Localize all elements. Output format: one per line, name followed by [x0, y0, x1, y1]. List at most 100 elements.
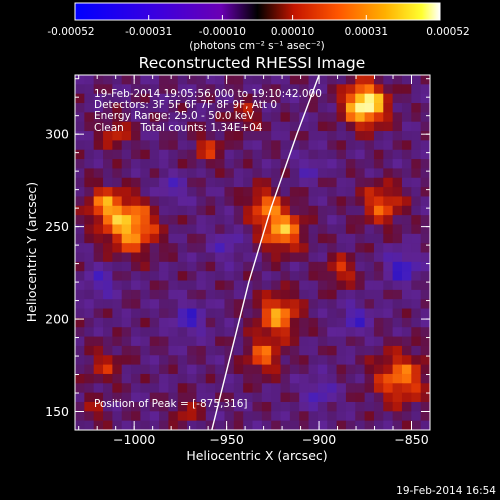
heatmap-cell	[187, 364, 197, 375]
heatmap-cell	[299, 149, 309, 160]
heatmap-cell	[149, 84, 160, 95]
heatmap-cell	[289, 84, 300, 95]
heatmap-cell	[364, 420, 375, 430]
heatmap-cell	[205, 187, 216, 197]
heatmap-cell	[252, 243, 263, 253]
heatmap-cell	[159, 420, 169, 430]
heatmap-cell	[373, 289, 384, 300]
heatmap-cell	[93, 336, 104, 347]
heatmap-cell	[205, 215, 216, 225]
heatmap-cell	[121, 168, 132, 179]
heatmap-cell	[233, 271, 244, 281]
heatmap-cell	[327, 224, 337, 235]
heatmap-cell	[411, 75, 422, 85]
heatmap-cell	[364, 308, 375, 319]
heatmap-cell	[121, 280, 132, 291]
heatmap-cell	[196, 345, 207, 356]
heatmap-cell	[215, 93, 225, 104]
heatmap-cell	[271, 140, 281, 151]
heatmap-cell	[261, 121, 272, 132]
heatmap-cell	[205, 345, 216, 356]
heatmap-cell	[308, 364, 319, 375]
heatmap-cell	[177, 373, 188, 384]
heatmap-cell	[289, 280, 300, 291]
heatmap-cell	[233, 112, 244, 123]
heatmap-cell	[308, 420, 319, 430]
heatmap-cell	[271, 75, 281, 85]
heatmap-cell	[168, 168, 179, 179]
heatmap-cell	[149, 383, 160, 394]
heatmap-cell	[420, 373, 430, 384]
heatmap-cell	[187, 280, 197, 291]
heatmap-cell	[103, 401, 113, 412]
heatmap-cell	[308, 317, 319, 328]
heatmap-cell	[308, 392, 319, 403]
heatmap-cell	[121, 187, 132, 197]
heatmap-cell	[224, 103, 235, 113]
heatmap-cell	[364, 112, 375, 123]
heatmap-cell	[103, 103, 113, 113]
heatmap-cell	[243, 224, 253, 235]
heatmap-cell	[411, 280, 422, 291]
heatmap-cell	[75, 233, 85, 244]
heatmap-cell	[159, 364, 169, 375]
heatmap-cell	[411, 345, 422, 356]
heatmap-cell	[252, 140, 263, 151]
colorbar-tick-label: 0.00031	[345, 26, 388, 38]
heatmap-cell	[103, 327, 113, 337]
heatmap-cell	[308, 355, 319, 365]
heatmap-cell	[112, 149, 123, 160]
heatmap-cell	[392, 299, 403, 309]
heatmap-cell	[159, 224, 169, 235]
heatmap-cell	[373, 187, 384, 197]
heatmap-cell	[215, 289, 225, 300]
heatmap-cell	[196, 336, 207, 347]
heatmap-cell	[355, 205, 365, 216]
heatmap-cell	[373, 140, 384, 151]
heatmap-cell	[392, 196, 403, 207]
heatmap-cell	[103, 233, 113, 244]
heatmap-cell	[401, 196, 412, 207]
heatmap-cell	[75, 243, 85, 253]
heatmap-cell	[224, 364, 235, 375]
heatmap-cell	[299, 233, 309, 244]
heatmap-cell	[336, 233, 347, 244]
heatmap-cell	[196, 261, 207, 272]
heatmap-cell	[168, 420, 179, 430]
heatmap-cell	[420, 131, 430, 141]
heatmap-cell	[75, 168, 85, 179]
heatmap-cell	[317, 215, 328, 225]
heatmap-cell	[121, 177, 132, 188]
heatmap-cell	[121, 336, 132, 347]
heatmap-cell	[112, 383, 123, 394]
heatmap-cell	[280, 280, 291, 291]
heatmap-cell	[401, 271, 412, 281]
heatmap-cell	[401, 401, 412, 412]
heatmap-cell	[336, 177, 347, 188]
heatmap-cell	[215, 84, 225, 95]
heatmap-cell	[308, 149, 319, 160]
heatmap-cell	[420, 327, 430, 337]
heatmap-cell	[401, 383, 412, 394]
heatmap-cell	[289, 112, 300, 123]
heatmap-cell	[420, 149, 430, 160]
y-tick-label: 300	[45, 127, 69, 142]
heatmap-cell	[112, 411, 123, 422]
heatmap-cell	[75, 299, 85, 309]
heatmap-cell	[121, 345, 132, 356]
heatmap-cell	[336, 187, 347, 197]
heatmap-cell	[317, 355, 328, 365]
heatmap-cell	[196, 299, 207, 309]
heatmap-cell	[131, 187, 141, 197]
heatmap-cell	[243, 317, 253, 328]
heatmap-cell	[75, 411, 85, 422]
heatmap-cell	[420, 355, 430, 365]
heatmap-cell	[243, 355, 253, 365]
heatmap-cell	[392, 355, 403, 365]
heatmap-cell	[84, 168, 95, 179]
heatmap-cell	[336, 224, 347, 235]
heatmap-cell	[355, 187, 365, 197]
heatmap-cell	[401, 373, 412, 384]
heatmap-cell	[289, 364, 300, 375]
heatmap-cell	[364, 289, 375, 300]
